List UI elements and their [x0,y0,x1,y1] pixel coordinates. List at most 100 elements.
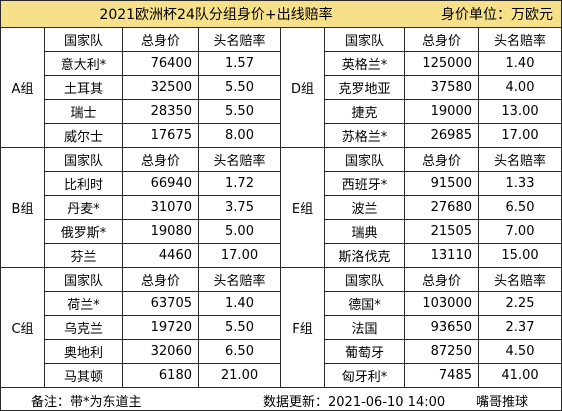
table-title: 2021欧洲杯24队分组身价+出线赔率 [99,7,333,23]
team-odds: 1.33 [479,172,561,196]
team-name: 俄罗斯* [45,220,123,244]
team-odds: 7.00 [479,220,561,244]
team-name: 瑞士 [45,100,123,124]
header-odds: 头名赔率 [479,268,561,292]
team-value: 32060 [123,340,199,364]
team-odds: 8.00 [199,124,281,148]
footer-note: 备注：带*为东道主 [31,394,142,410]
team-value: 19720 [123,316,199,340]
team-odds: 17.00 [199,244,281,268]
team-value: 31070 [123,196,199,220]
team-value: 32500 [123,76,199,100]
team-name: 苏格兰* [325,124,405,148]
team-name: 葡萄牙 [325,340,405,364]
header-value: 总身价 [405,268,479,292]
group-label: A组 [1,28,45,148]
team-name: 威尔士 [45,124,123,148]
team-name: 意大利* [45,52,123,76]
team-odds: 6.50 [199,340,281,364]
team-odds: 5.50 [199,316,281,340]
team-name: 英格兰* [325,52,405,76]
team-odds: 1.40 [479,52,561,76]
team-name: 芬兰 [45,244,123,268]
team-name: 克罗地亚 [325,76,405,100]
team-odds: 6.50 [479,196,561,220]
team-value: 21505 [405,220,479,244]
team-odds: 1.40 [199,292,281,316]
team-value: 19080 [123,220,199,244]
team-value: 103000 [405,292,479,316]
header-value: 总身价 [123,28,199,52]
team-odds: 4.50 [479,340,561,364]
team-name: 奥地利 [45,340,123,364]
team-name: 荷兰* [45,292,123,316]
team-value: 4460 [123,244,199,268]
team-name: 马其顿 [45,364,123,388]
team-odds: 1.72 [199,172,281,196]
team-odds: 17.00 [479,124,561,148]
header-value: 总身价 [123,148,199,172]
footer: 备注：带*为东道主 数据更新：2021-06-10 14:00 嘴哥推球 [1,390,561,410]
team-name: 土耳其 [45,76,123,100]
team-name: 捷克 [325,100,405,124]
team-value: 13110 [405,244,479,268]
team-odds: 5.50 [199,76,281,100]
team-name: 法国 [325,316,405,340]
team-value: 63705 [123,292,199,316]
team-name: 比利时 [45,172,123,196]
team-value: 26985 [405,124,479,148]
header-team: 国家队 [325,28,405,52]
team-name: 德国* [325,292,405,316]
team-name: 西班牙* [325,172,405,196]
team-odds: 21.00 [199,364,281,388]
team-odds: 4.00 [479,76,561,100]
footer-author: 嘴哥推球 [476,394,529,410]
header-value: 总身价 [405,28,479,52]
team-name: 丹麦* [45,196,123,220]
group-label: D组 [281,28,325,148]
header-odds: 头名赔率 [199,268,281,292]
team-name: 匈牙利* [325,364,405,388]
team-value: 87250 [405,340,479,364]
team-name: 瑞典 [325,220,405,244]
team-value: 19000 [405,100,479,124]
team-value: 66940 [123,172,199,196]
team-value: 37580 [405,76,479,100]
team-value: 6180 [123,364,199,388]
team-value: 28350 [123,100,199,124]
team-value: 125000 [405,52,479,76]
group-label: B组 [1,148,45,268]
header-team: 国家队 [45,28,123,52]
team-odds: 41.00 [479,364,561,388]
group-label: F组 [281,268,325,388]
team-name: 波兰 [325,196,405,220]
team-value: 91500 [405,172,479,196]
header-odds: 头名赔率 [199,28,281,52]
title-bar: 2021欧洲杯24队分组身价+出线赔率 身价单位：万欧元 [1,1,561,28]
header-team: 国家队 [45,268,123,292]
header-odds: 头名赔率 [479,148,561,172]
header-odds: 头名赔率 [479,28,561,52]
team-odds: 15.00 [479,244,561,268]
team-odds: 5.50 [199,100,281,124]
team-odds: 13.00 [479,100,561,124]
team-odds: 2.37 [479,316,561,340]
header-team: 国家队 [325,268,405,292]
team-value: 27680 [405,196,479,220]
team-value: 7485 [405,364,479,388]
team-odds: 5.00 [199,220,281,244]
group-label: C组 [1,268,45,388]
header-team: 国家队 [45,148,123,172]
header-value: 总身价 [405,148,479,172]
team-odds: 1.57 [199,52,281,76]
team-odds: 2.25 [479,292,561,316]
team-value: 93650 [405,316,479,340]
team-name: 斯洛伐克 [325,244,405,268]
team-value: 17675 [123,124,199,148]
header-value: 总身价 [123,268,199,292]
footer-update: 数据更新：2021-06-10 14:00 [263,394,446,410]
group-label: E组 [281,148,325,268]
unit-label: 身价单位：万欧元 [441,7,553,23]
team-odds: 3.75 [199,196,281,220]
